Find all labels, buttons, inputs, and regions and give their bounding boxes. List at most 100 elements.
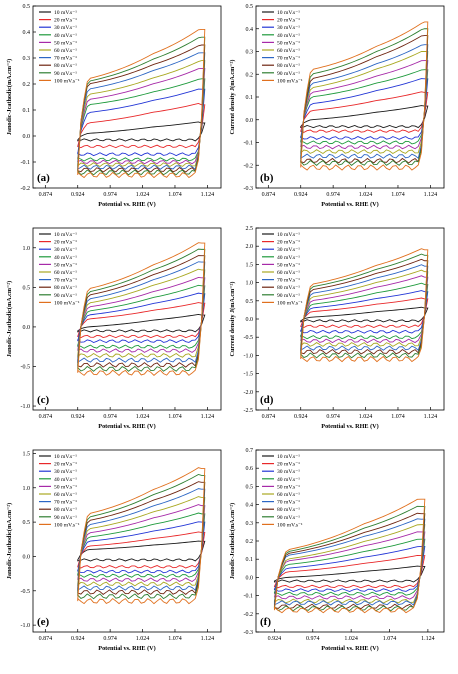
cv-curve-7	[77, 52, 206, 171]
y-tick-label: 0.5	[23, 4, 31, 10]
chart-panel-d: 0.874 0.924 0.974 1.024 1.074 1.124 -2.5 -2.0 -1…	[229, 226, 445, 430]
x-tick-label: 0.924	[71, 636, 85, 642]
y-tick-label: 0.2	[246, 72, 254, 78]
plot-frame	[32, 5, 222, 189]
legend-entry: 10 mV.s⁻¹	[54, 10, 77, 16]
x-tick-label: 0.924	[268, 636, 282, 642]
plot-frame	[32, 449, 222, 633]
y-tick-label: 0.4	[246, 27, 254, 33]
legend-entry: 30 mV.s⁻¹	[277, 25, 300, 31]
x-tick-label: 0.974	[103, 192, 117, 198]
cv-curve-3	[273, 546, 426, 593]
x-tick-label: 1.024	[136, 636, 150, 642]
legend-entry: 30 mV.s⁻¹	[277, 469, 300, 475]
cv-curve-4	[300, 69, 429, 145]
legend-entry: 50 mV.s⁻¹	[277, 40, 300, 46]
cv-curve-8	[77, 44, 206, 173]
cv-curve-10	[77, 28, 206, 179]
chart-panel-c: 0.874 0.924 0.974 1.024 1.074 1.124 -1.0 -0.5 0.…	[6, 227, 222, 430]
legend-entry: 10 mV.s⁻¹	[277, 454, 300, 460]
legend-entry: 40 mV.s⁻¹	[54, 477, 77, 483]
legend-entry: 90 mV.s⁻¹	[54, 71, 77, 77]
y-tick-label: 0.0	[23, 554, 31, 560]
panel-label: (a)	[37, 172, 50, 184]
legend-entry: 30 mV.s⁻¹	[54, 25, 77, 31]
legend-entry: 10 mV.s⁻¹	[54, 232, 77, 238]
panel-label: (e)	[37, 616, 50, 628]
x-tick-label: 0.924	[71, 414, 85, 420]
legend-entry: 20 mV.s⁻¹	[54, 462, 77, 468]
chart-panel-f: 0.924 0.974 1.024 1.074 1.124 -0.3 -0.2 -0.1 0.0…	[229, 448, 445, 652]
y-tick-label: 0.0	[246, 575, 254, 581]
legend-entry: 100 mV.s⁻¹	[277, 78, 303, 84]
legend-entry: 100 mV.s⁻¹	[54, 300, 80, 306]
x-tick-label: 0.874	[39, 414, 53, 420]
legend-entry: 50 mV.s⁻¹	[54, 40, 77, 46]
x-tick-label: 1.074	[391, 192, 405, 198]
y-tick-label: 0.3	[23, 56, 31, 62]
y-tick-label: 0.3	[246, 50, 254, 56]
y-tick-label: -0.1	[21, 160, 31, 166]
legend-entry: 90 mV.s⁻¹	[277, 515, 300, 521]
legend-entry: 20 mV.s⁻¹	[277, 462, 300, 468]
y-tick-label: -0.3	[244, 186, 254, 192]
cv-curve-7	[273, 518, 426, 606]
x-tick-label: 1.024	[359, 192, 373, 198]
y-tick-label: 0.0	[23, 134, 31, 140]
cv-curve-1	[273, 565, 426, 583]
legend-entry: 60 mV.s⁻¹	[54, 270, 77, 276]
legend-entry: 70 mV.s⁻¹	[54, 500, 77, 506]
legend-entry: 60 mV.s⁻¹	[54, 48, 77, 54]
legend-entry: 10 mV.s⁻¹	[277, 10, 300, 16]
legend-entry: 90 mV.s⁻¹	[54, 293, 77, 299]
x-tick-label: 1.074	[168, 192, 182, 198]
y-axis-label: Janodic-Jcathodic(mA.cm⁻²)	[229, 503, 236, 579]
legend-entry: 90 mV.s⁻¹	[277, 293, 300, 299]
x-tick-label: 1.074	[383, 636, 397, 642]
y-axis-label: Current density J(mA.cm⁻²)	[229, 282, 236, 357]
y-tick-label: -0.1	[244, 594, 254, 600]
y-tick-label: 0.1	[246, 557, 254, 563]
y-tick-label: 0.7	[246, 448, 254, 454]
x-tick-label: 0.924	[71, 192, 85, 198]
cv-curve-2	[77, 102, 206, 149]
legend-entry: 100 mV.s⁻¹	[54, 522, 80, 528]
panel-label: (b)	[260, 172, 274, 184]
legend-entry: 20 mV.s⁻¹	[277, 18, 300, 24]
x-tick-label: 1.074	[168, 636, 182, 642]
x-axis-label: Potential vs. RHE (V)	[321, 201, 378, 208]
y-tick-label: 1.0	[23, 246, 31, 252]
y-tick-label: -1.5	[244, 372, 254, 378]
x-tick-label: 1.124	[201, 414, 215, 420]
legend-entry: 60 mV.s⁻¹	[277, 270, 300, 276]
x-tick-label: 0.974	[103, 414, 117, 420]
cv-curve-10	[273, 498, 426, 614]
x-axis-label: Potential vs. RHE (V)	[321, 645, 378, 652]
legend-entry: 50 mV.s⁻¹	[54, 484, 77, 490]
legend-entry: 50 mV.s⁻¹	[277, 262, 300, 268]
legend-entry: 30 mV.s⁻¹	[54, 469, 77, 475]
x-tick-label: 1.124	[424, 192, 438, 198]
x-tick-label: 1.124	[201, 636, 215, 642]
x-tick-label: 1.074	[168, 414, 182, 420]
cv-curve-4	[77, 78, 206, 162]
y-tick-label: -0.2	[244, 612, 254, 618]
cv-curve-10	[300, 248, 429, 363]
legend-entry: 20 mV.s⁻¹	[277, 240, 300, 246]
legend-entry: 80 mV.s⁻¹	[277, 507, 300, 513]
legend-entry: 90 mV.s⁻¹	[277, 71, 300, 77]
cv-curve-10	[77, 242, 206, 376]
y-tick-label: 0.0	[23, 325, 31, 331]
y-tick-label: -0.2	[244, 163, 254, 169]
x-tick-label: 1.024	[344, 636, 358, 642]
y-tick-label: 2.0	[246, 244, 254, 250]
y-tick-label: 1.5	[246, 262, 254, 268]
y-axis-label: Janodic-Jcathodic(mA.cm⁻²)	[6, 281, 13, 357]
legend-entry: 20 mV.s⁻¹	[54, 240, 77, 246]
cv-curve-2	[300, 297, 429, 329]
y-tick-label: -1.0	[244, 353, 254, 359]
cv-curve-1	[77, 121, 206, 142]
legend-entry: 20 mV.s⁻¹	[54, 18, 77, 24]
chart-panel-e: 0.874 0.924 0.974 1.024 1.074 1.124 -1.0 -0.5 0.…	[6, 449, 222, 652]
x-tick-label: 0.974	[103, 636, 117, 642]
